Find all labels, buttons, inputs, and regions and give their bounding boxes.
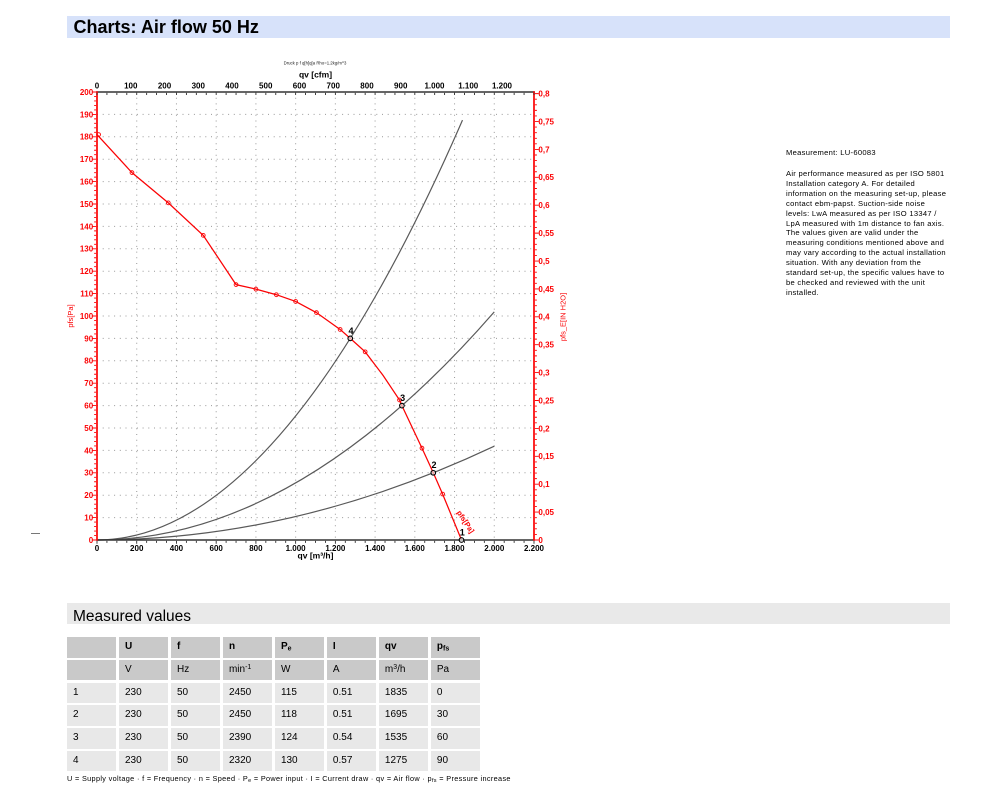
- svg-text:500: 500: [259, 81, 273, 90]
- svg-text:1.000: 1.000: [286, 544, 307, 553]
- svg-text:0,1: 0,1: [538, 480, 550, 489]
- svg-text:1.100: 1.100: [458, 81, 479, 90]
- svg-text:1: 1: [460, 527, 465, 537]
- svg-text:150: 150: [80, 200, 94, 209]
- svg-text:4: 4: [348, 326, 353, 336]
- svg-text:120: 120: [80, 267, 94, 276]
- svg-text:800: 800: [249, 544, 263, 553]
- svg-text:200: 200: [80, 88, 94, 97]
- svg-text:160: 160: [80, 178, 94, 187]
- svg-text:190: 190: [80, 110, 94, 119]
- svg-text:2: 2: [431, 460, 436, 470]
- svg-text:0: 0: [95, 81, 100, 90]
- svg-text:2.000: 2.000: [484, 544, 505, 553]
- svg-text:300: 300: [192, 81, 206, 90]
- svg-text:0,45: 0,45: [538, 285, 554, 294]
- svg-text:0,3: 0,3: [538, 369, 550, 378]
- svg-text:0,55: 0,55: [538, 229, 554, 238]
- svg-text:qv [cfm]: qv [cfm]: [299, 70, 332, 80]
- svg-text:0,7: 0,7: [538, 145, 550, 154]
- svg-text:130: 130: [80, 245, 94, 254]
- svg-text:3: 3: [400, 393, 405, 403]
- svg-text:700: 700: [327, 81, 341, 90]
- svg-text:1.800: 1.800: [445, 544, 466, 553]
- svg-text:600: 600: [293, 81, 307, 90]
- svg-text:90: 90: [84, 334, 93, 343]
- svg-text:0: 0: [89, 536, 94, 545]
- svg-text:2.200: 2.200: [524, 544, 545, 553]
- svg-text:1.200: 1.200: [325, 544, 346, 553]
- svg-text:0,05: 0,05: [538, 508, 554, 517]
- svg-text:10: 10: [84, 514, 93, 523]
- svg-text:0,4: 0,4: [538, 313, 550, 322]
- svg-text:0: 0: [538, 536, 543, 545]
- svg-text:170: 170: [80, 155, 94, 164]
- svg-text:400: 400: [225, 81, 239, 90]
- svg-text:1.200: 1.200: [492, 81, 513, 90]
- svg-text:1.000: 1.000: [424, 81, 445, 90]
- svg-text:0,15: 0,15: [538, 452, 554, 461]
- svg-text:400: 400: [170, 544, 184, 553]
- svg-text:Druck p f q[h]q[a Rho=1.2kg/m^: Druck p f q[h]q[a Rho=1.2kg/m^3: [284, 61, 347, 66]
- svg-text:100: 100: [80, 312, 94, 321]
- svg-text:30: 30: [84, 469, 93, 478]
- svg-text:0,35: 0,35: [538, 341, 554, 350]
- svg-text:60: 60: [84, 402, 93, 411]
- svg-text:80: 80: [84, 357, 93, 366]
- svg-text:180: 180: [80, 133, 94, 142]
- svg-text:200: 200: [130, 544, 144, 553]
- svg-text:pfs[Pa]: pfs[Pa]: [66, 304, 75, 327]
- svg-text:600: 600: [210, 544, 224, 553]
- svg-text:1.600: 1.600: [405, 544, 426, 553]
- svg-text:100: 100: [124, 81, 138, 90]
- svg-text:900: 900: [394, 81, 408, 90]
- svg-text:0,8: 0,8: [538, 90, 550, 99]
- svg-text:40: 40: [84, 446, 93, 455]
- svg-text:0: 0: [95, 544, 100, 553]
- svg-text:140: 140: [80, 222, 94, 231]
- svg-text:50: 50: [84, 424, 93, 433]
- svg-text:0,5: 0,5: [538, 257, 550, 266]
- svg-text:800: 800: [360, 81, 374, 90]
- svg-text:qv [m³/h]: qv [m³/h]: [298, 551, 334, 561]
- svg-text:0,6: 0,6: [538, 201, 550, 210]
- svg-text:70: 70: [84, 379, 93, 388]
- svg-text:110: 110: [80, 290, 93, 299]
- svg-text:20: 20: [84, 491, 93, 500]
- svg-text:0,65: 0,65: [538, 173, 554, 182]
- svg-text:0,2: 0,2: [538, 424, 550, 433]
- svg-text:200: 200: [158, 81, 172, 90]
- svg-text:0,25: 0,25: [538, 396, 554, 405]
- svg-text:0,75: 0,75: [538, 117, 554, 126]
- svg-text:pfs_E[IN H2O]: pfs_E[IN H2O]: [559, 293, 568, 341]
- svg-text:1.400: 1.400: [365, 544, 386, 553]
